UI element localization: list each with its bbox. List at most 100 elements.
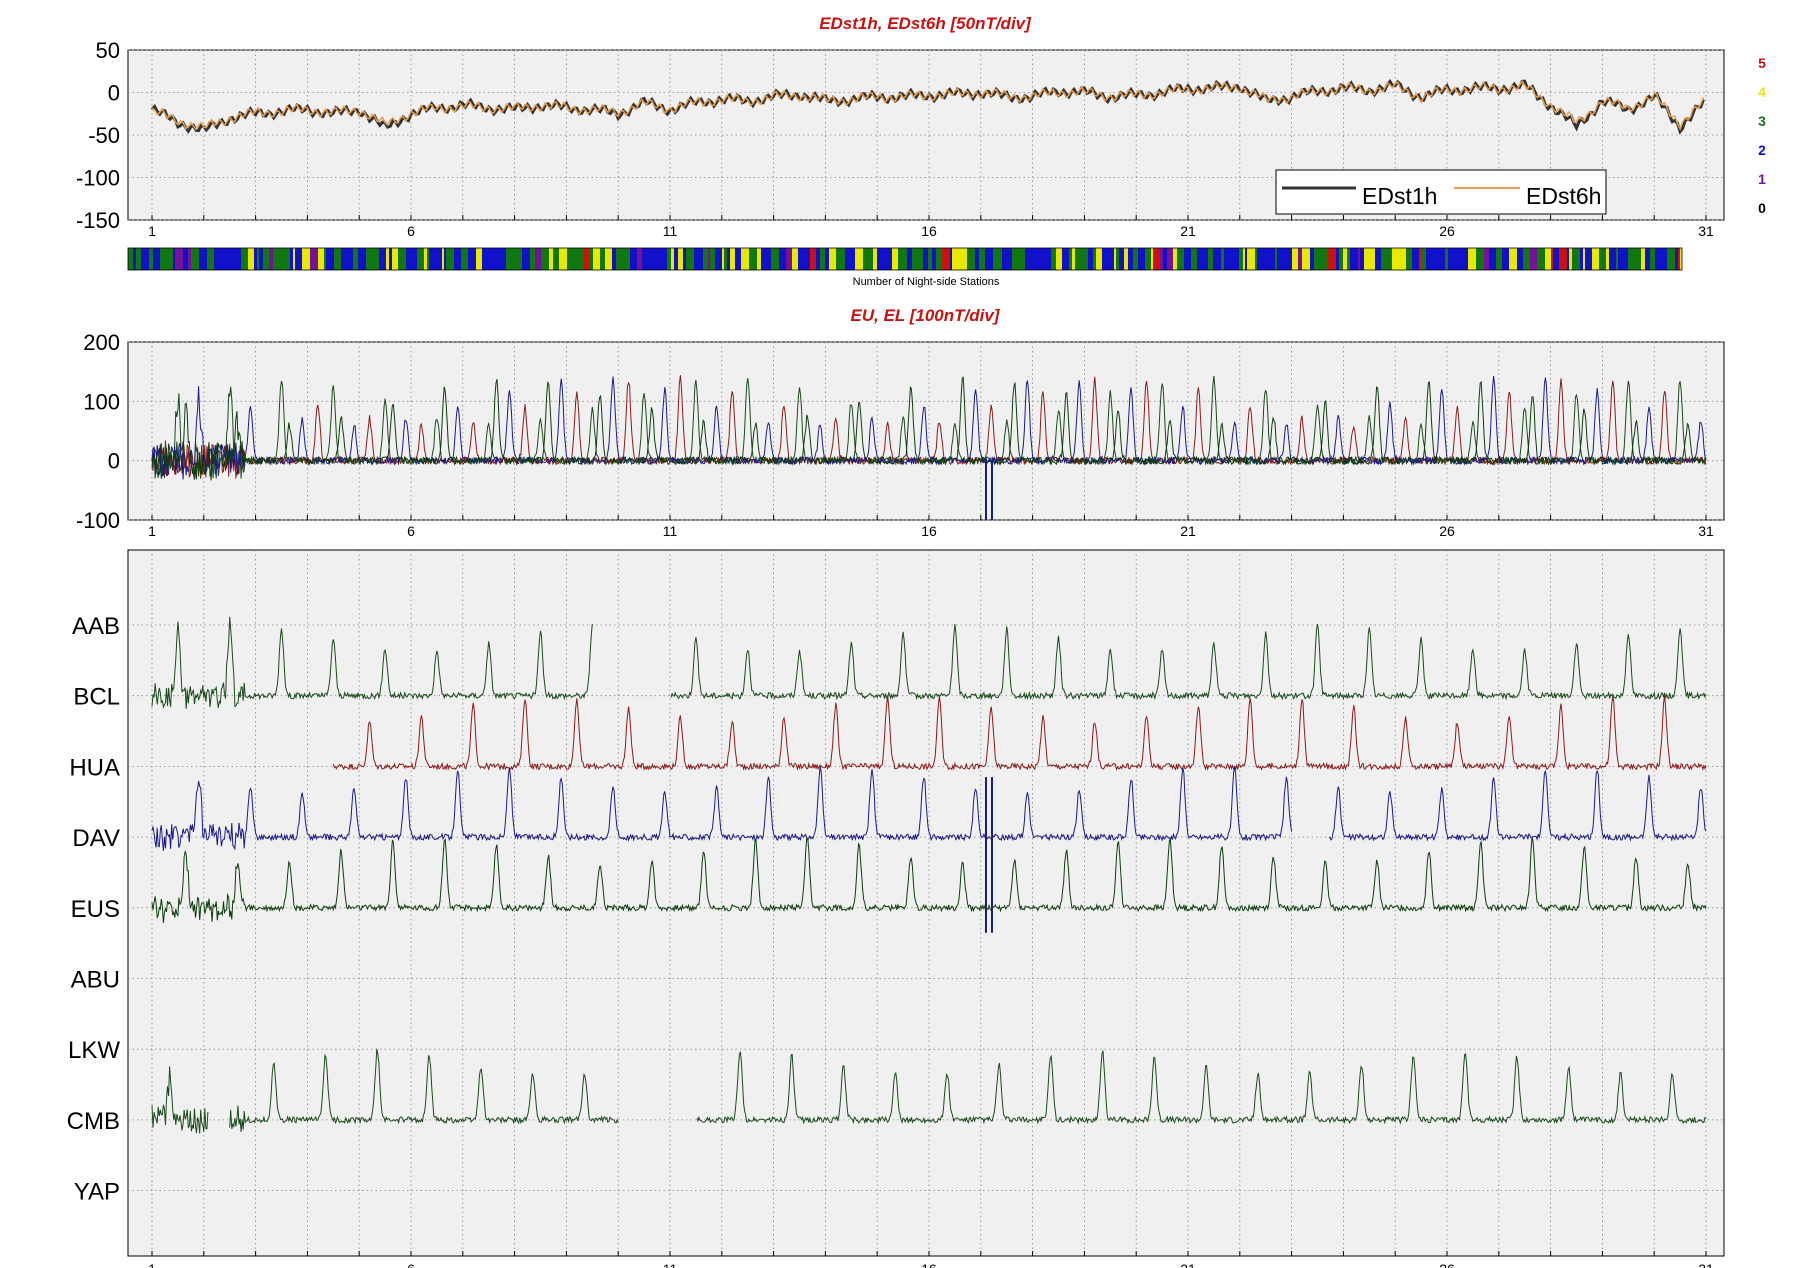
station-label-hua: HUA bbox=[69, 754, 120, 781]
colorbar-segment bbox=[820, 248, 825, 270]
station-label-bcl: BCL bbox=[73, 684, 120, 711]
colorbar-segment bbox=[630, 248, 635, 270]
colorbar-segment bbox=[627, 248, 630, 270]
x-tick-label: 11 bbox=[663, 1261, 678, 1268]
colorbar-segment bbox=[1435, 248, 1438, 270]
colorbar-segment bbox=[1221, 248, 1224, 270]
colorbar-segment bbox=[1072, 248, 1075, 270]
x-tick-label: 16 bbox=[921, 223, 937, 239]
colorbar-segment bbox=[659, 248, 667, 270]
colorbar-segment bbox=[389, 248, 392, 270]
colorbar-segment bbox=[165, 248, 168, 270]
colorbar-segment bbox=[841, 248, 845, 270]
colorbar-segment bbox=[1358, 248, 1360, 270]
colorbar-segment bbox=[1645, 248, 1647, 270]
colorbar-segment bbox=[438, 248, 442, 270]
legend-box bbox=[1275, 169, 1607, 215]
colorbar-segment bbox=[1160, 248, 1163, 270]
colorbar-segment bbox=[141, 248, 149, 270]
colorbar-segment bbox=[1663, 248, 1667, 270]
colorbar-segment bbox=[1062, 248, 1069, 270]
colorbar-segment bbox=[1088, 248, 1093, 270]
colorbar-segment bbox=[892, 248, 898, 270]
y-tick-label: 200 bbox=[83, 330, 120, 355]
x-tick-label: 1 bbox=[148, 223, 156, 239]
colorbar-segment bbox=[710, 248, 713, 270]
colorbar-segment bbox=[741, 248, 749, 270]
colorbar-segment bbox=[1260, 248, 1268, 270]
colorbar-segment bbox=[1116, 248, 1119, 270]
y-tick-label: -100 bbox=[76, 508, 120, 533]
colorbar-segment bbox=[786, 248, 792, 270]
colorbar-segment bbox=[290, 248, 293, 270]
panel3-series bbox=[151, 616, 1707, 1134]
colorbar-segment bbox=[575, 248, 582, 270]
colorbar-segment bbox=[1025, 248, 1029, 270]
colorbar-segment bbox=[1641, 248, 1645, 270]
colorbar-segment bbox=[952, 248, 960, 270]
colorbar-segment bbox=[1243, 248, 1245, 270]
colorbar-segment bbox=[798, 248, 804, 270]
colorbar-segment bbox=[324, 248, 326, 270]
colorbar-segment bbox=[450, 248, 454, 270]
colorbar-segment bbox=[810, 248, 816, 270]
x-tick-label: 21 bbox=[1180, 1261, 1196, 1268]
colorbar-segment bbox=[398, 248, 406, 270]
colorbar-segment bbox=[1421, 248, 1426, 270]
colorbar-segment bbox=[678, 248, 683, 270]
colorbar-segment bbox=[686, 248, 689, 270]
station-trace-hua bbox=[332, 695, 1707, 772]
x-tick-label: 16 bbox=[921, 523, 937, 539]
y-tick-label: -150 bbox=[76, 208, 120, 233]
colorbar-segment bbox=[518, 248, 522, 270]
station-label-cmb: CMB bbox=[67, 1108, 120, 1135]
colorbar-segment bbox=[1372, 248, 1375, 270]
colorbar-segment bbox=[1609, 248, 1616, 270]
colorbar-segment bbox=[434, 248, 438, 270]
colorbar-segment bbox=[1604, 248, 1606, 270]
colorbar-segment bbox=[160, 248, 162, 270]
colorbar-segment bbox=[259, 248, 263, 270]
colorbar-segment bbox=[635, 248, 637, 270]
night-side-station-colorbar bbox=[127, 247, 1683, 271]
colorbar-segment bbox=[967, 248, 975, 270]
colorbar-segment bbox=[1559, 248, 1567, 270]
y-tick-label: 0 bbox=[108, 449, 120, 474]
colorbar-segment bbox=[1509, 248, 1517, 270]
series-line-edst6h bbox=[151, 79, 1705, 131]
count-level-3: 3 bbox=[1758, 113, 1766, 129]
colorbar-segment bbox=[553, 248, 559, 270]
colorbar-segment bbox=[1567, 248, 1569, 270]
colorbar-segment bbox=[722, 248, 724, 270]
colorbar-segment bbox=[522, 248, 530, 270]
colorbar-segment bbox=[1145, 248, 1151, 270]
colorbar-segment bbox=[429, 248, 434, 270]
colorbar-segment bbox=[950, 248, 952, 270]
colorbar-segment bbox=[637, 248, 642, 270]
colorbar-segment bbox=[293, 248, 295, 270]
colorbar-segment bbox=[1388, 248, 1392, 270]
colorbar-segment bbox=[506, 248, 510, 270]
colorbar-segment bbox=[749, 248, 757, 270]
colorbar-segment bbox=[196, 248, 199, 270]
colorbar-segment bbox=[960, 248, 967, 270]
colorbar-segment bbox=[225, 248, 233, 270]
colorbar-segment bbox=[221, 248, 225, 270]
colorbar-segment bbox=[764, 248, 771, 270]
colorbar-segment bbox=[366, 248, 374, 270]
colorbar-segment bbox=[302, 248, 310, 270]
x-tick-label: 16 bbox=[921, 1261, 937, 1268]
colorbar-segment bbox=[1069, 248, 1072, 270]
colorbar-segment bbox=[1005, 248, 1009, 270]
colorbar-segment bbox=[589, 248, 593, 270]
colorbar-segment bbox=[1247, 248, 1255, 270]
colorbar-segment bbox=[1163, 248, 1167, 270]
colorbar-segment bbox=[1119, 248, 1124, 270]
colorbar-segment bbox=[1075, 248, 1080, 270]
x-tick-label: 21 bbox=[1180, 523, 1196, 539]
colorbar-segment bbox=[1618, 248, 1624, 270]
colorbar-segment bbox=[1653, 248, 1655, 270]
y-tick-label: 0 bbox=[108, 81, 120, 106]
colorbar-segment bbox=[1191, 248, 1197, 270]
